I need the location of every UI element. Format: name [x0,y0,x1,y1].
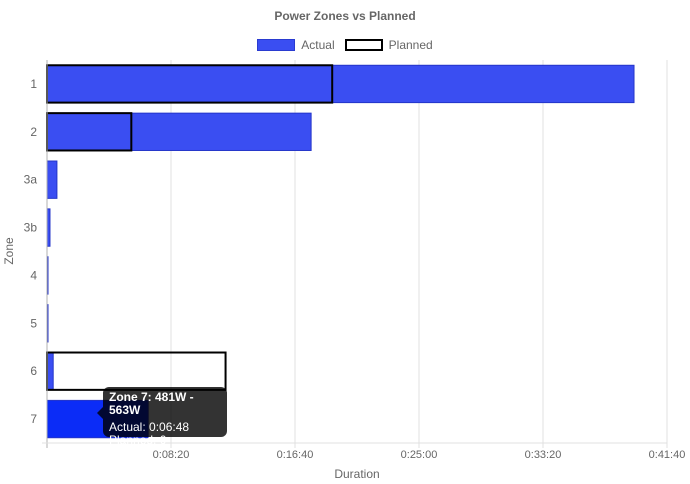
y-tick-label: 4 [30,268,37,282]
tooltip-actual: Actual: 0:06:48 [109,420,190,434]
tooltip-planned: Planned: 0 [109,433,167,447]
legend-swatch-planned [344,39,383,51]
bar-actual [46,160,58,199]
legend-label-planned: Planned [388,38,433,52]
y-tick-label: 6 [30,364,37,378]
y-tick-label: 1 [30,77,37,91]
y-tick-label: 3a [24,173,38,187]
x-tick-label: 0:08:20 [153,449,190,461]
tooltip-title: Zone 7: 481W - 563W [109,390,194,417]
x-tick-label: 0:25:00 [401,449,438,461]
legend-item-planned[interactable]: Planned [344,38,433,52]
y-tick-label: 2 [30,125,37,139]
tooltip: Zone 7: 481W - 563W Actual: 0:06:48 Plan… [97,387,227,447]
y-axis-title: Zone [2,237,16,265]
y-tick-label: 3b [24,221,38,235]
x-tick-label: 0:16:40 [277,449,314,461]
tooltip-caret [97,407,103,419]
bar-actual [46,112,312,151]
x-axis-title: Duration [334,467,379,481]
legend-label-actual: Actual [301,38,335,52]
y-tick-label: 7 [30,412,37,426]
bar-planned [46,351,227,391]
x-tick-label: 0:33:20 [525,449,562,461]
legend: Actual Planned [0,38,690,52]
x-tick-label: 0:41:40 [649,449,686,461]
legend-swatch-actual [257,39,296,51]
legend-item-actual[interactable]: Actual [257,38,335,52]
bar-actual [46,64,635,104]
chart-title: Power Zones vs Planned [274,9,416,23]
y-tick-label: 5 [30,316,37,330]
